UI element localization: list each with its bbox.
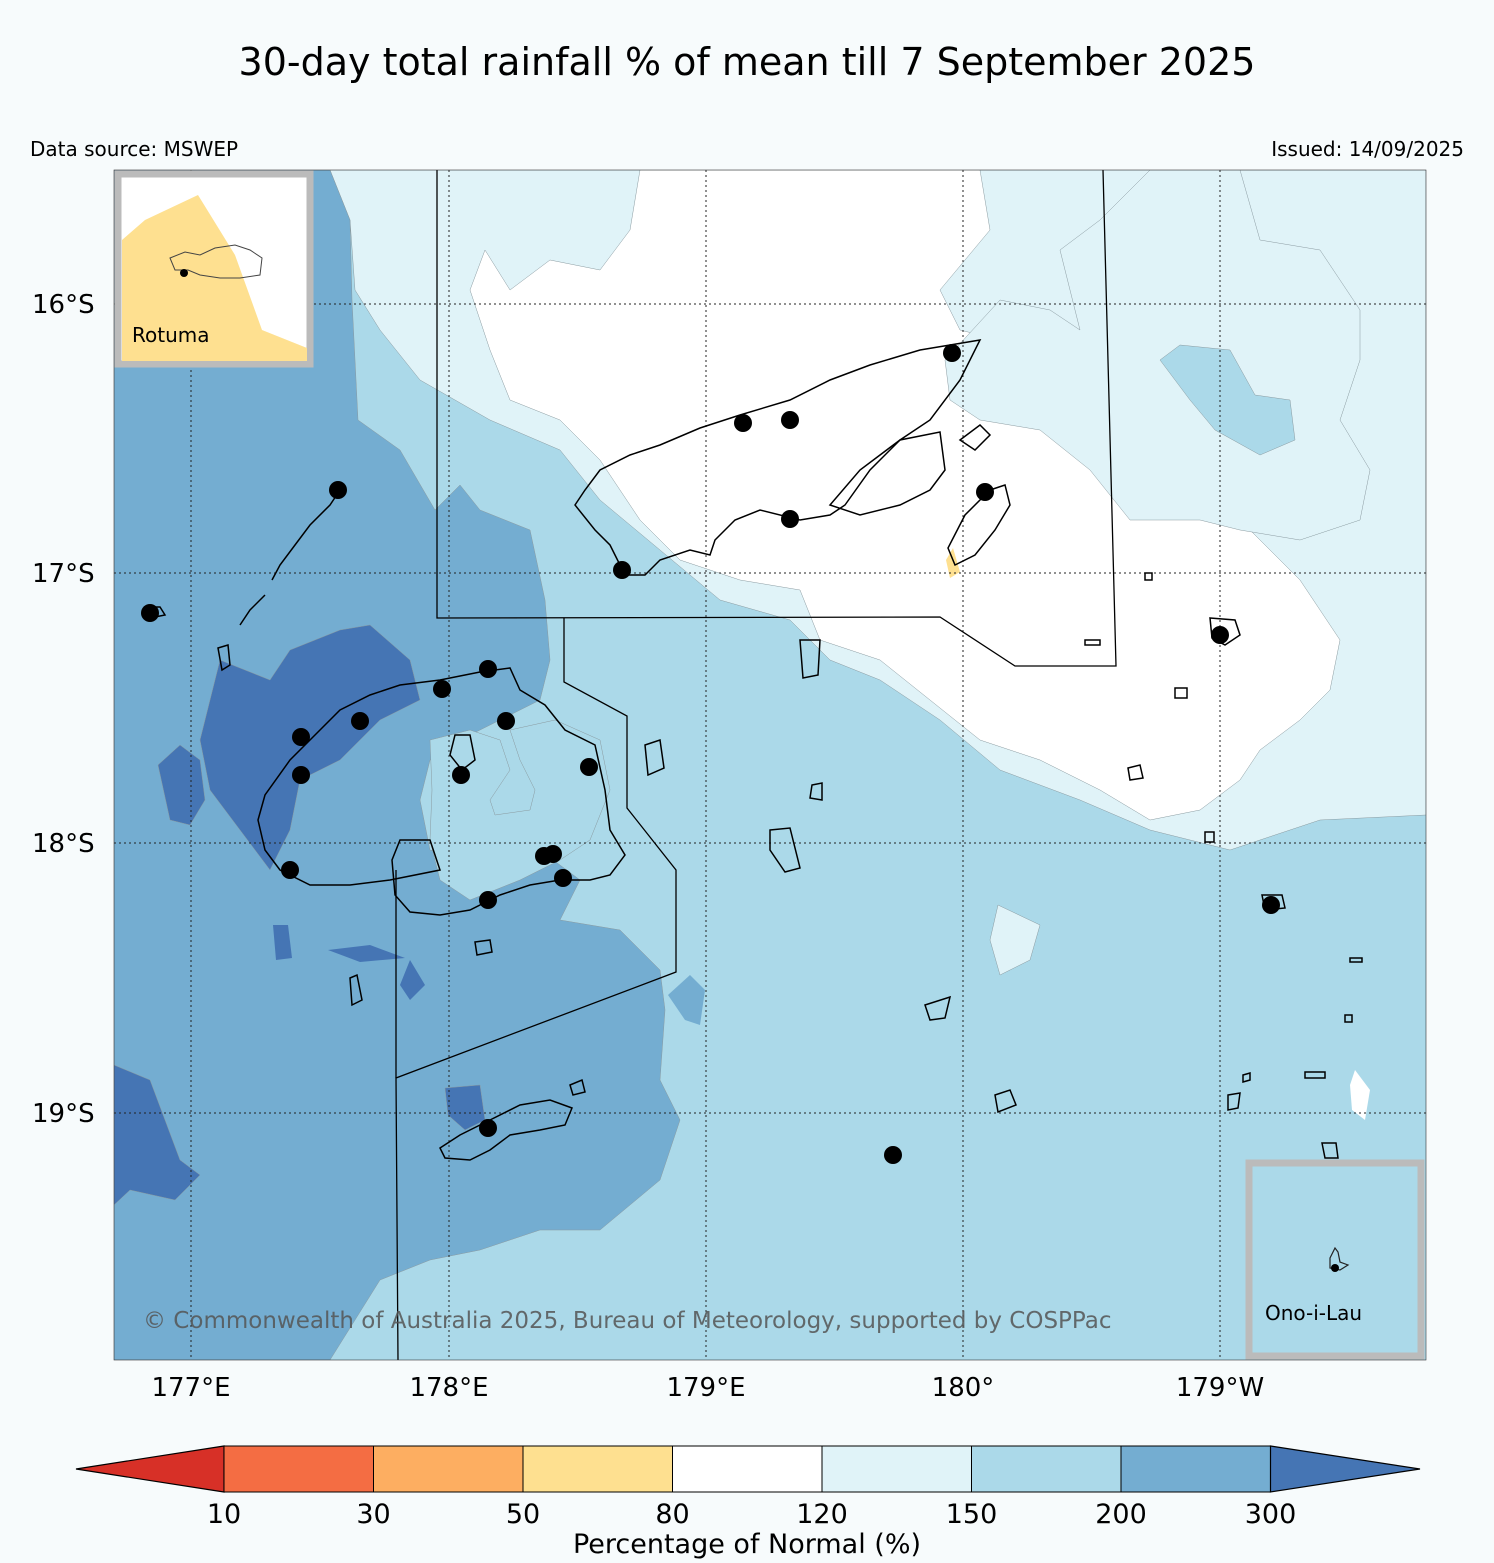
colorbar-tick-label: 30 (356, 1499, 390, 1530)
station-dot (544, 845, 562, 863)
station-dot (1331, 1264, 1339, 1272)
colorbar-tick-label: 120 (796, 1499, 848, 1530)
contour-300-plus-g (400, 960, 425, 1000)
station-dot (554, 869, 572, 887)
viti-levu-coast (257, 667, 626, 916)
colorbar-tick-label: 10 (207, 1499, 241, 1530)
division-boundaries (395, 169, 1117, 1361)
station-dot (734, 414, 752, 432)
map-frame (113, 169, 1427, 1361)
lat-label-19s: 19°S (32, 1099, 95, 1129)
yasawa-coast (239, 489, 341, 626)
contour-300-plus-c (114, 1064, 201, 1206)
map-title: 30-day total rainfall % of mean till 7 S… (238, 40, 1256, 84)
colorbar-tick-label: 300 (1245, 1499, 1297, 1530)
contour-200-300-b (668, 975, 705, 1025)
contour-300-plus-d (444, 1084, 486, 1131)
station-dot (479, 891, 497, 909)
station-dot (281, 861, 299, 879)
contour-300-plus-f (328, 945, 405, 962)
rotuma-label: Rotuma (132, 323, 210, 347)
colorbar: 10 30 50 80 120 150 200 300 (75, 1445, 1421, 1530)
station-dot (452, 766, 470, 784)
contour-120-150-patch (989, 904, 1041, 976)
contour-80-120-patch (1350, 1070, 1370, 1120)
colorbar-extend-low (75, 1445, 225, 1493)
station-dot (479, 660, 497, 678)
station-dot (613, 561, 631, 579)
station-dot (351, 712, 369, 730)
lon-label-177e: 177°E (151, 1373, 230, 1403)
ono-coast (1329, 1246, 1350, 1271)
colorbar-segment (672, 1445, 823, 1493)
lon-label-178e: 178°E (409, 1373, 488, 1403)
ono-i-lau-label: Ono-i-Lau (1265, 1301, 1362, 1325)
station-markers (141, 344, 1280, 1164)
lat-label-18s: 18°S (32, 829, 95, 859)
colorbar-extend-high (1269, 1445, 1421, 1493)
colorbar-segment (1120, 1445, 1271, 1493)
colorbar-segment (522, 1445, 673, 1493)
colorbar-tick-label: 150 (946, 1499, 998, 1530)
station-dot (497, 712, 515, 730)
station-dot (976, 483, 994, 501)
colorbar-segment (223, 1445, 374, 1493)
station-dot (781, 411, 799, 429)
station-dot (329, 481, 347, 499)
colorbar-tick-label: 80 (655, 1499, 689, 1530)
station-dot (292, 728, 310, 746)
station-dot (433, 680, 451, 698)
contour-150-200-inland (429, 719, 611, 901)
colorbar-label: Percentage of Normal (%) (573, 1529, 921, 1560)
colorbar-segment (821, 1445, 972, 1493)
copyright-notice: © Commonwealth of Australia 2025, Bureau… (143, 1308, 1112, 1334)
lat-label-16s: 16°S (32, 290, 95, 320)
lon-label-179w: 179°W (1176, 1373, 1264, 1403)
lon-label-179e: 179°E (666, 1373, 745, 1403)
colorbar-segment (971, 1445, 1122, 1493)
ono-i-lau-inset: Ono-i-Lau (1245, 1159, 1425, 1360)
station-dot (781, 510, 799, 528)
data-source-label: Data source: MSWEP (30, 137, 239, 161)
lon-label-180: 180° (932, 1373, 995, 1403)
coastlines (143, 339, 1363, 1161)
colorbar-tick-label: 50 (506, 1499, 540, 1530)
station-dot (180, 269, 188, 277)
station-dot (943, 344, 961, 362)
station-dot (479, 1119, 497, 1137)
station-dot (292, 766, 310, 784)
station-dot (580, 758, 598, 776)
issued-date-label: Issued: 14/09/2025 (1271, 137, 1464, 161)
station-dot (1262, 896, 1280, 914)
contour-300-plus-b (157, 744, 206, 826)
station-dot (884, 1146, 902, 1164)
station-dot (1211, 626, 1229, 644)
rotuma-coast (169, 244, 263, 279)
rainfall-contours (114, 170, 1426, 1360)
lat-label-17s: 17°S (32, 559, 95, 589)
rotuma-inset: Rotuma (114, 170, 314, 368)
contour-300-plus-a (199, 624, 421, 871)
contour-50-80-patch (946, 548, 960, 578)
taveuni-coast (947, 484, 1011, 567)
contour-300-plus-e (273, 925, 292, 960)
station-dot (141, 604, 159, 622)
colorbar-segment (373, 1445, 524, 1493)
graticule (114, 170, 1426, 1360)
colorbar-tick-label: 200 (1095, 1499, 1147, 1530)
contour-150-200-east (1159, 344, 1296, 456)
